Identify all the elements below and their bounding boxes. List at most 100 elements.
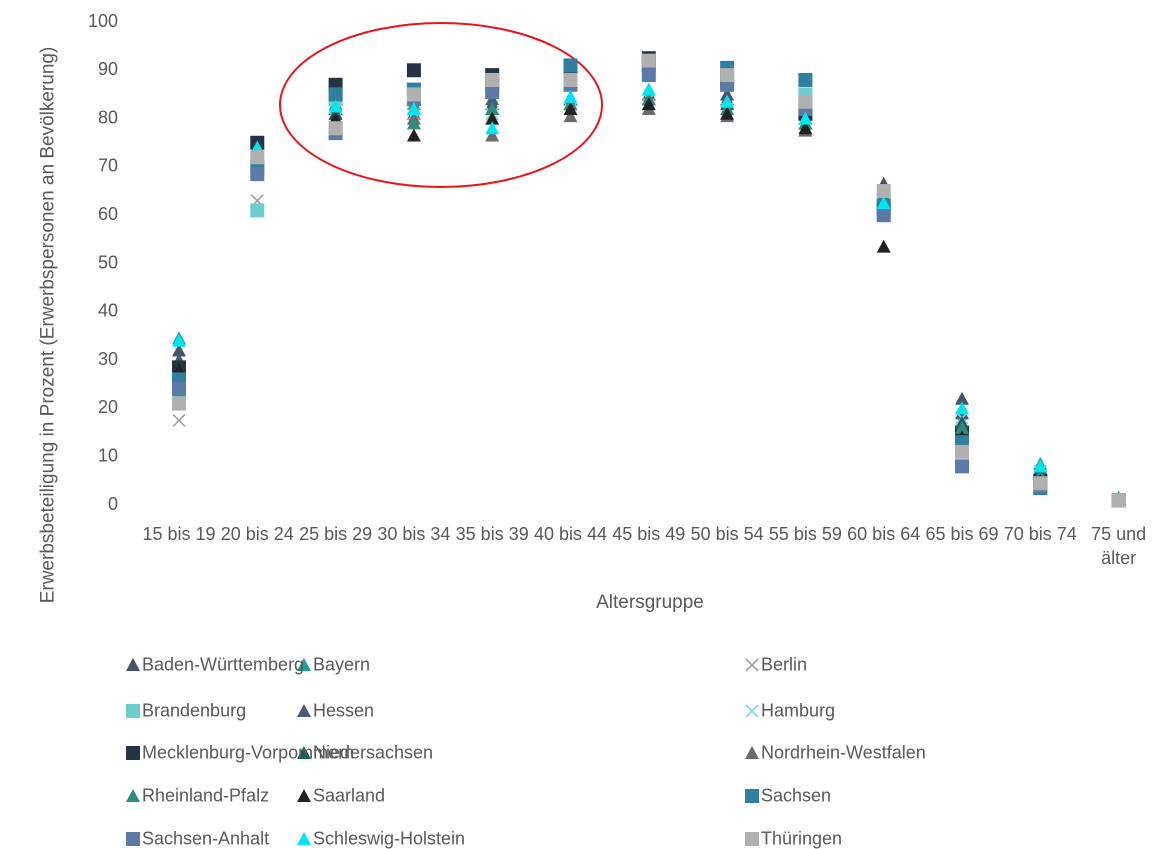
legend-label: Hessen — [313, 700, 375, 721]
data-point — [563, 109, 578, 123]
y-axis-title: Erwerbsbeteiligung in Prozent (Erwerbspe… — [37, 46, 59, 604]
data-point — [720, 68, 735, 83]
data-point — [250, 150, 265, 165]
data-point — [798, 121, 813, 135]
data-point — [955, 444, 969, 459]
y-tick-label: 20 — [98, 397, 118, 417]
data-point — [563, 89, 578, 103]
data-point — [485, 101, 500, 115]
legend-label: Niedersachsen — [313, 742, 434, 763]
legend-label: Thüringen — [761, 828, 843, 849]
data-point — [406, 101, 421, 115]
legend-label: Saarland — [313, 785, 386, 806]
data-point — [563, 101, 578, 115]
legend-marker — [297, 789, 311, 802]
data-point — [955, 459, 969, 474]
data-point — [955, 391, 969, 405]
data-point — [876, 184, 891, 199]
data-point — [406, 87, 421, 102]
y-tick-label: 80 — [98, 107, 118, 127]
x-tick-label: 55 bis 59 — [768, 524, 842, 544]
x-tick-label: 40 bis 44 — [533, 524, 608, 544]
data-point — [876, 196, 891, 210]
x-tick-label: 75 und älter — [1091, 524, 1147, 568]
data-point — [563, 58, 578, 73]
y-tick-label: 90 — [98, 59, 118, 79]
legend-marker — [297, 832, 311, 845]
x-tick-label: 20 bis 24 — [220, 524, 294, 544]
legend-marker — [745, 832, 759, 846]
legend-label: Sachsen-Anhalt — [142, 828, 270, 849]
data-point — [955, 401, 969, 415]
data-point — [485, 128, 500, 142]
data-point — [641, 68, 656, 83]
legend-marker — [297, 746, 311, 759]
legend-marker — [297, 704, 311, 717]
legend-label: Bayern — [313, 654, 371, 675]
data-point — [798, 72, 813, 87]
y-tick-label: 60 — [98, 204, 118, 224]
legend-marker — [297, 658, 311, 671]
data-point — [485, 72, 500, 87]
legend-marker — [126, 704, 140, 718]
legend-label: Rheinland-Pfalz — [142, 785, 270, 806]
x-tick-label: 65 bis 69 — [925, 524, 999, 544]
y-tick-label: 50 — [98, 252, 118, 272]
legend-label: Brandenburg — [142, 700, 247, 721]
data-point — [1033, 476, 1048, 491]
data-point — [798, 111, 813, 125]
data-point — [485, 111, 500, 125]
data-point — [406, 116, 421, 130]
legend-label: Mecklenburg-Vorpommern — [142, 742, 355, 763]
x-tick-label: 50 bis 54 — [690, 524, 764, 544]
data-point — [172, 413, 186, 428]
data-point — [172, 396, 186, 411]
legend-label: Nordrhein-Westfalen — [761, 742, 926, 763]
y-tick-label: 0 — [108, 494, 118, 514]
legend-marker — [126, 832, 140, 846]
data-point — [250, 167, 265, 182]
legend-label: Hamburg — [761, 700, 836, 721]
legend-label: Schleswig-Holstein — [313, 828, 466, 849]
data-point — [720, 94, 735, 108]
x-tick-label: 70 bis 74 — [1003, 524, 1077, 544]
data-point — [172, 333, 186, 347]
legend-marker — [745, 746, 759, 759]
y-tick-label: 40 — [98, 301, 118, 321]
data-point — [485, 121, 500, 135]
x-axis-title: Altersgruppe — [596, 592, 704, 613]
y-tick-label: 100 — [88, 11, 118, 31]
legend-label: Baden-Württemberg — [142, 654, 305, 675]
x-tick-label: 30 bis 34 — [377, 524, 451, 544]
legend-marker — [745, 789, 759, 803]
legend-marker — [126, 658, 140, 671]
legend-marker — [745, 704, 759, 718]
data-point — [172, 343, 186, 357]
data-point — [406, 128, 421, 142]
x-tick-label: 45 bis 49 — [612, 524, 686, 544]
data-point — [798, 94, 813, 109]
x-tick-label: 25 bis 29 — [299, 524, 373, 544]
data-point — [563, 72, 578, 87]
data-point — [1111, 493, 1126, 508]
x-tick-label: 35 bis 39 — [455, 524, 529, 544]
data-point — [720, 106, 735, 120]
legend-marker — [126, 746, 140, 760]
legend-label: Berlin — [761, 654, 808, 675]
data-point — [955, 420, 969, 434]
data-point — [328, 99, 343, 113]
x-tick-label: 15 bis 19 — [142, 524, 216, 544]
legend-marker — [126, 789, 140, 802]
data-point — [1033, 459, 1048, 473]
data-point — [172, 382, 186, 397]
data-point — [876, 208, 891, 223]
data-point — [406, 63, 421, 78]
data-point — [641, 53, 656, 68]
data-point — [328, 87, 343, 102]
data-point — [641, 82, 656, 96]
x-tick-label: 60 bis 64 — [847, 524, 921, 544]
y-tick-label: 70 — [98, 156, 118, 176]
highlight-ellipse — [279, 22, 603, 188]
data-point — [876, 239, 891, 253]
